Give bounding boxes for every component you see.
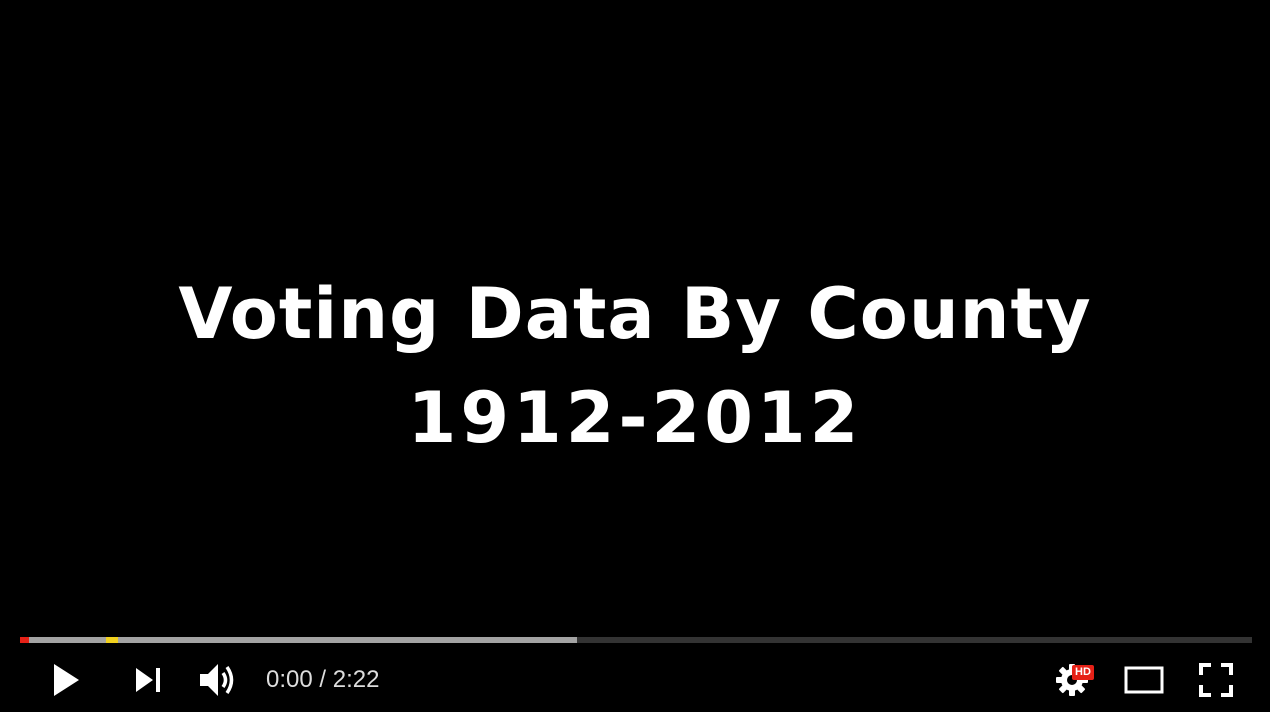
- progress-bar[interactable]: [20, 637, 1252, 643]
- play-button[interactable]: [42, 656, 90, 704]
- hd-badge: HD: [1072, 665, 1094, 680]
- theater-mode-button[interactable]: [1120, 656, 1168, 704]
- time-separator: /: [312, 666, 333, 693]
- progress-track: [20, 637, 1252, 643]
- play-icon: [52, 663, 80, 697]
- fullscreen-icon: [1199, 663, 1233, 697]
- next-button[interactable]: [124, 656, 172, 704]
- theater-mode-icon: [1124, 666, 1164, 694]
- volume-icon: [198, 661, 238, 699]
- video-title-slide: Voting Data By County 1912-2012: [0, 262, 1270, 470]
- progress-marker[interactable]: [106, 637, 119, 643]
- video-title-line: Voting Data By County: [178, 273, 1092, 355]
- progress-played: [20, 637, 29, 643]
- current-time: 0:00: [266, 666, 313, 693]
- next-icon: [135, 667, 161, 693]
- settings-button[interactable]: [1048, 656, 1096, 704]
- player-controls: 0:00 / 2:22 HD: [0, 648, 1270, 712]
- duration: 2:22: [332, 666, 380, 693]
- progress-buffered: [20, 637, 577, 643]
- volume-button[interactable]: [194, 656, 242, 704]
- video-title-years: 1912-2012: [407, 377, 863, 459]
- time-display: 0:00 / 2:22: [266, 664, 379, 696]
- fullscreen-button[interactable]: [1192, 656, 1240, 704]
